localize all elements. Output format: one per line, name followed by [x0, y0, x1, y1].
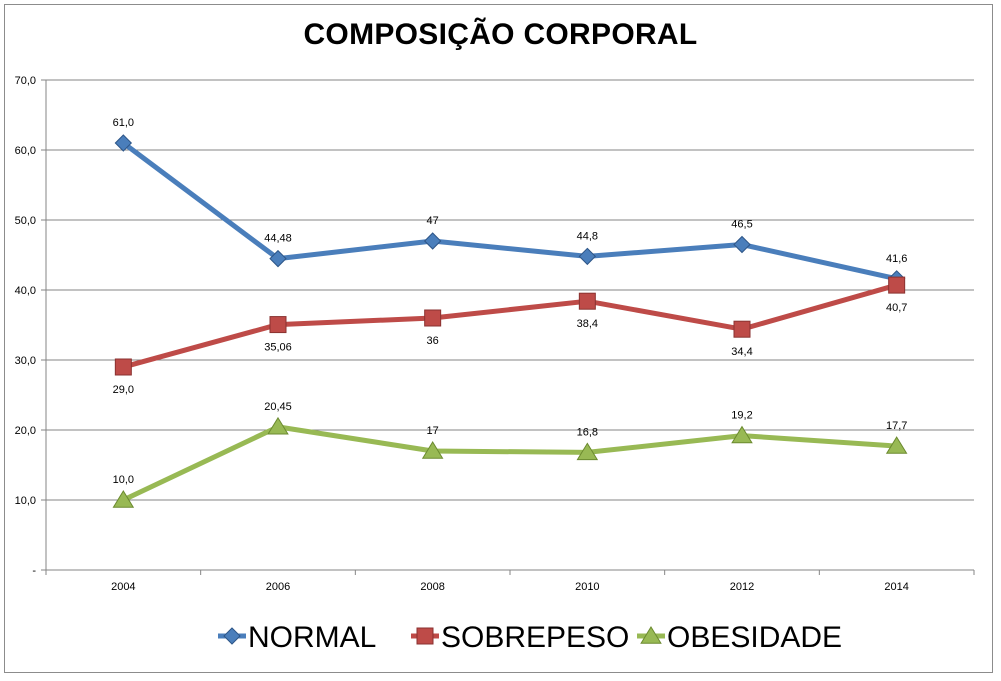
data-point-sobrepeso	[269, 316, 287, 334]
data-point-sobrepeso	[888, 276, 906, 294]
data-label-normal: 61,0	[113, 117, 134, 129]
legend-marker-sobrepeso	[416, 627, 434, 645]
data-point-sobrepeso	[424, 309, 442, 327]
legend-marker-normal	[223, 627, 241, 645]
y-tick-label: 30,0	[15, 355, 36, 367]
data-label-layer: 61,0 44,48 47 44,8 46,5 41,6 29,0 35,06 36 38,4 34…	[113, 117, 908, 486]
data-label-normal: 46,5	[731, 219, 752, 231]
x-tick-label: 2004	[111, 581, 135, 593]
legend-label-obesidade: OBESIDADE	[667, 621, 842, 654]
series-layer	[112, 134, 908, 508]
y-tick-label: 50,0	[15, 215, 36, 227]
data-label-obesidade: 16,8	[577, 426, 598, 438]
data-label-normal: 41,6	[886, 253, 907, 265]
data-label-sobrepeso: 40,7	[886, 302, 907, 314]
y-tick-label: 20,0	[15, 425, 36, 437]
series-line-sobrepeso	[120, 282, 900, 370]
legend: NORMAL SOBREPESO OBESIDADE	[218, 621, 842, 654]
y-tick-label: 10,0	[15, 495, 36, 507]
legend-label-sobrepeso: SOBREPESO	[441, 621, 629, 654]
data-point-normal	[269, 249, 287, 268]
data-label-obesidade: 10,0	[113, 474, 134, 486]
x-tick-label: 2012	[730, 581, 754, 593]
x-tick-label: 2008	[420, 581, 444, 593]
data-label-normal: 44,8	[577, 230, 598, 242]
data-point-sobrepeso	[733, 320, 751, 338]
y-tick-label: 70,0	[15, 75, 36, 87]
data-label-obesidade: 17	[427, 425, 439, 437]
data-point-obesidade	[267, 416, 289, 435]
legend-label-normal: NORMAL	[248, 621, 376, 654]
data-point-obesidade	[885, 436, 908, 454]
data-point-normal	[578, 247, 597, 266]
chart-title: COMPOSIÇÃO CORPORAL	[303, 18, 698, 51]
data-label-sobrepeso: 36	[427, 335, 439, 347]
x-tick-label: 2010	[575, 581, 599, 593]
x-tick-label: 2014	[884, 581, 908, 593]
data-point-sobrepeso	[578, 292, 596, 310]
grid-layer	[46, 79, 974, 571]
series-line-normal	[120, 140, 900, 282]
data-label-sobrepeso: 38,4	[577, 318, 598, 330]
data-point-normal	[733, 235, 751, 254]
axis-layer: - 10,0 20,0 30,0 40,0 50,0 60,0 70,0 2004 2006 200…	[15, 75, 975, 593]
data-point-obesidade	[576, 442, 599, 461]
data-label-obesidade: 17,7	[886, 420, 907, 432]
data-point-sobrepeso	[114, 358, 132, 376]
y-tick-label: 60,0	[15, 145, 36, 157]
data-point-obesidade	[731, 425, 753, 444]
data-label-obesidade: 20,45	[264, 401, 292, 413]
data-label-obesidade: 19,2	[731, 410, 752, 422]
data-label-normal: 47	[427, 215, 439, 227]
data-label-sobrepeso: 35,06	[264, 342, 292, 354]
data-label-sobrepeso: 34,4	[731, 346, 752, 358]
y-tick-label: -	[32, 565, 36, 577]
data-point-normal	[114, 134, 133, 152]
data-point-obesidade	[421, 441, 444, 459]
x-tick-label: 2006	[266, 581, 290, 593]
data-label-sobrepeso: 29,0	[113, 384, 134, 396]
data-point-normal	[423, 232, 442, 250]
y-tick-label: 40,0	[15, 285, 36, 297]
data-label-normal: 44,48	[264, 233, 292, 245]
series-line-obesidade	[120, 424, 900, 503]
legend-marker-obesidade	[640, 626, 662, 644]
chart-frame	[4, 4, 993, 673]
data-point-obesidade	[112, 490, 135, 508]
